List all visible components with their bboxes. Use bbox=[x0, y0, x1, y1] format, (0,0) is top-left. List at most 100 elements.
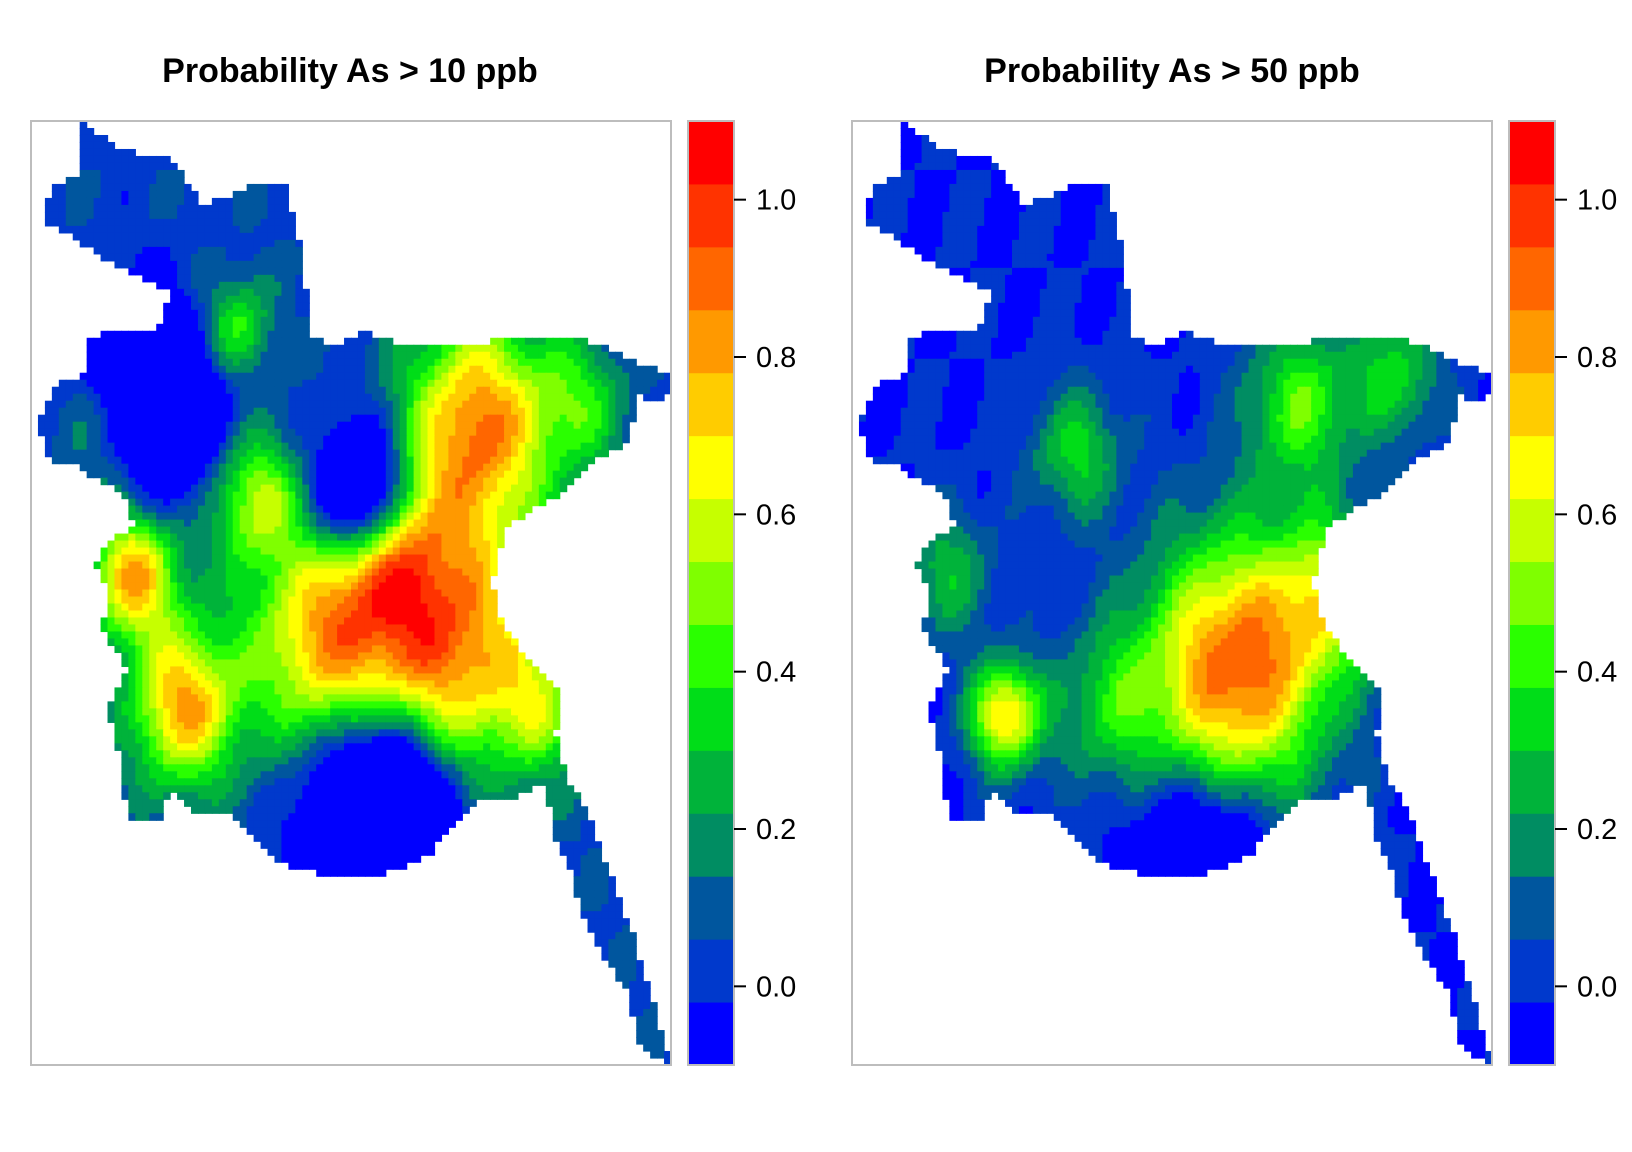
map-cell bbox=[427, 638, 436, 647]
map-cell bbox=[288, 729, 296, 737]
map-cell bbox=[476, 764, 484, 772]
map-cell bbox=[406, 659, 415, 668]
map-cell bbox=[392, 659, 401, 668]
map-cell bbox=[232, 547, 241, 556]
map-cell bbox=[323, 386, 331, 395]
map-cell bbox=[121, 694, 129, 702]
map-cell bbox=[51, 428, 60, 437]
map-cell bbox=[323, 568, 331, 577]
map-cell bbox=[399, 785, 408, 793]
map-cell bbox=[128, 456, 136, 465]
map-cell bbox=[476, 701, 484, 709]
map-cell bbox=[371, 505, 380, 514]
map-cell bbox=[142, 239, 150, 248]
map-cell bbox=[351, 393, 359, 402]
map-cell bbox=[531, 687, 540, 695]
map-cell bbox=[573, 400, 582, 409]
map-cell bbox=[323, 687, 331, 695]
map-cell bbox=[288, 645, 296, 654]
map-cell bbox=[330, 750, 338, 758]
map-cell bbox=[469, 757, 477, 765]
map-cell bbox=[197, 309, 206, 318]
map-cell bbox=[239, 659, 248, 668]
map-cell bbox=[225, 253, 234, 262]
map-cell bbox=[184, 470, 192, 479]
map-cell bbox=[156, 372, 164, 381]
map-cell bbox=[225, 372, 234, 381]
map-cell bbox=[239, 645, 248, 654]
map-cell bbox=[44, 442, 53, 451]
map-cell bbox=[239, 547, 248, 556]
map-cell bbox=[427, 708, 436, 716]
map-cell bbox=[128, 694, 136, 702]
map-cell bbox=[371, 561, 380, 570]
map-cell bbox=[58, 218, 67, 227]
map-cell bbox=[156, 155, 164, 164]
map-cell bbox=[142, 498, 150, 507]
map-cell bbox=[476, 491, 484, 500]
map-cell bbox=[531, 337, 540, 346]
map-cell bbox=[295, 736, 303, 744]
map-cell bbox=[184, 225, 192, 234]
map-cell bbox=[344, 547, 352, 556]
map-cell bbox=[274, 407, 283, 416]
map-cell bbox=[302, 477, 310, 486]
map-cell bbox=[427, 785, 436, 793]
map-cell bbox=[253, 729, 262, 737]
map-cell bbox=[274, 540, 283, 549]
map-cell bbox=[399, 463, 408, 472]
map-cell bbox=[371, 673, 380, 681]
map-cell bbox=[211, 344, 220, 353]
map-cell bbox=[552, 687, 561, 695]
map-cell bbox=[573, 456, 582, 465]
map-cell bbox=[232, 673, 241, 681]
map-cell bbox=[538, 372, 547, 381]
map-cell bbox=[351, 386, 359, 395]
map-cell bbox=[163, 652, 171, 661]
map-cell bbox=[281, 253, 289, 262]
map-cell bbox=[469, 498, 477, 507]
map-cell bbox=[357, 589, 366, 598]
map-cell bbox=[149, 232, 157, 241]
map-cell bbox=[490, 729, 498, 737]
map-cell bbox=[184, 463, 192, 472]
map-cell bbox=[281, 232, 289, 241]
map-cell bbox=[413, 386, 422, 395]
map-cell bbox=[441, 729, 449, 737]
map-cell bbox=[246, 778, 255, 786]
map-cell bbox=[197, 547, 206, 556]
map-cell bbox=[302, 470, 310, 479]
map-cell bbox=[434, 764, 443, 772]
map-cell bbox=[295, 526, 303, 535]
map-cell bbox=[316, 533, 324, 542]
map-cell bbox=[246, 449, 255, 458]
map-cell bbox=[594, 379, 603, 388]
map-cell bbox=[413, 533, 422, 542]
map-cell bbox=[566, 351, 575, 360]
map-cell bbox=[114, 204, 123, 213]
map-cell bbox=[239, 288, 248, 297]
map-cell bbox=[184, 428, 192, 437]
map-cell bbox=[288, 533, 296, 542]
map-cell bbox=[608, 407, 616, 416]
map-cell bbox=[211, 645, 220, 654]
map-cell bbox=[420, 673, 429, 681]
map-cell bbox=[274, 547, 283, 556]
map-cell bbox=[455, 666, 463, 675]
map-cell bbox=[385, 673, 394, 681]
map-cell bbox=[156, 498, 164, 507]
map-cell bbox=[156, 365, 164, 374]
map-cell bbox=[483, 701, 491, 709]
map-cell bbox=[121, 204, 129, 213]
map-cell bbox=[232, 771, 241, 779]
map-cell bbox=[573, 379, 582, 388]
map-cell bbox=[517, 428, 526, 437]
map-cell bbox=[274, 414, 283, 423]
map-cell bbox=[170, 561, 178, 570]
map-cell bbox=[371, 554, 380, 563]
map-cell bbox=[399, 631, 408, 640]
map-cell bbox=[511, 365, 519, 374]
map-cell bbox=[295, 309, 303, 318]
map-cell bbox=[448, 652, 456, 661]
map-cell bbox=[260, 386, 269, 395]
